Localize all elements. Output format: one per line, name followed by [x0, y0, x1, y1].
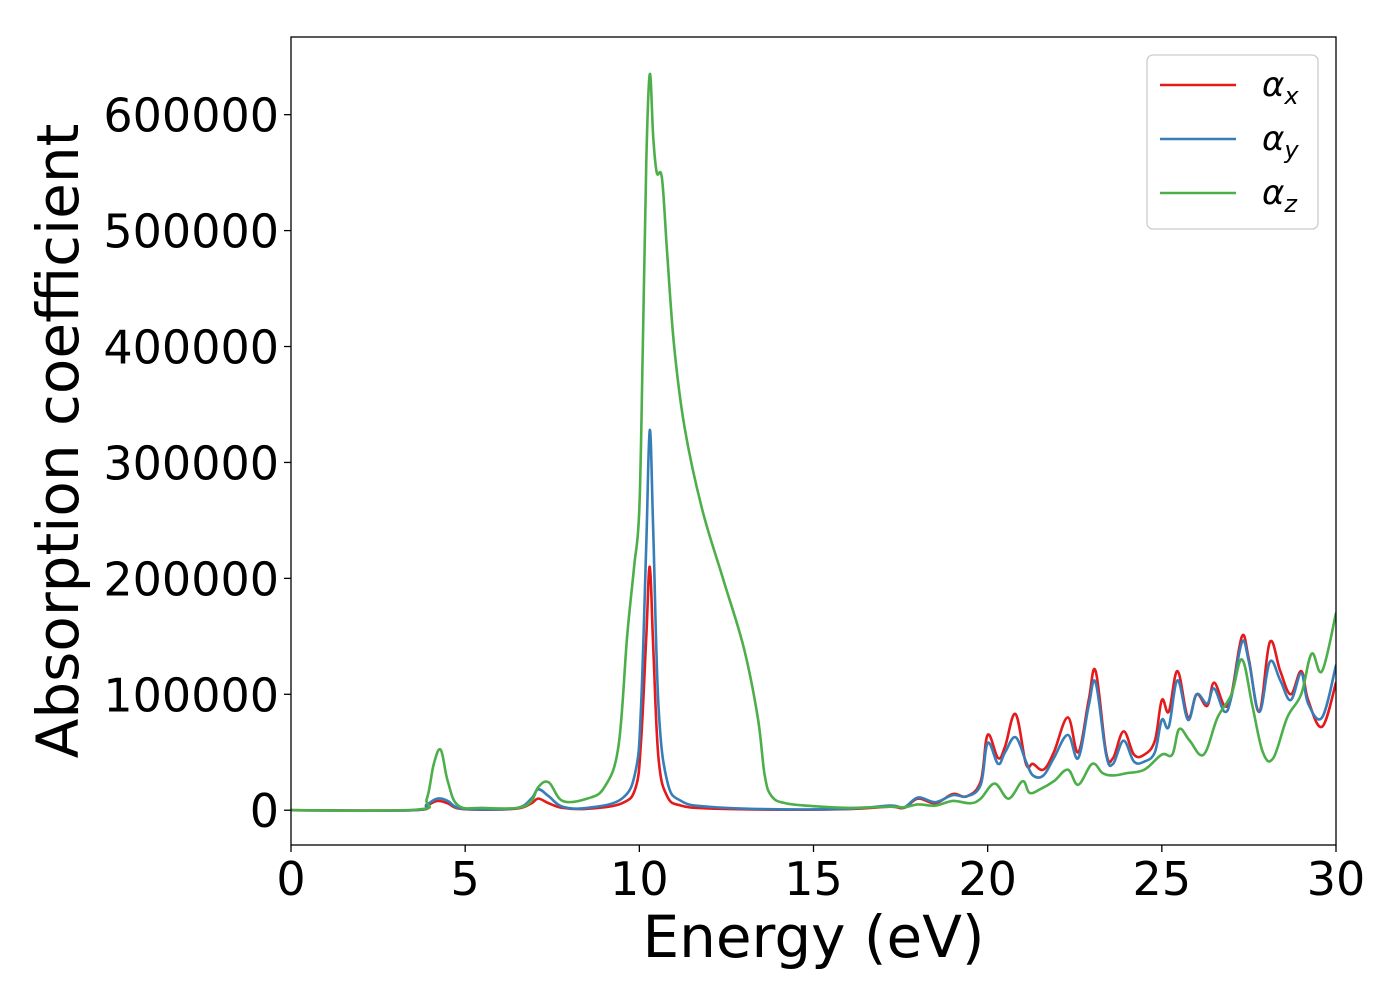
y-axis-label: Absorption coefficient — [24, 124, 92, 759]
x-tick-label: 10 — [610, 852, 669, 906]
legend-box — [1146, 54, 1319, 230]
legend-symbol: α — [1262, 119, 1284, 159]
legend-symbol: α — [1262, 65, 1284, 105]
legend-label-y: αy — [1262, 119, 1299, 164]
y-tick-label: 0 — [250, 784, 279, 838]
legend-subscript: y — [1283, 136, 1299, 164]
y-tick-label: 300000 — [103, 436, 279, 490]
series-line-x — [291, 565, 1336, 812]
x-tick-label: 25 — [1133, 852, 1192, 906]
legend-subscript: z — [1283, 190, 1298, 218]
x-axis-ticks: 0 5 10 15 20 25 30 — [276, 845, 1365, 906]
series-line-y — [291, 428, 1336, 812]
series-line-z — [291, 72, 1336, 813]
plot-lines — [291, 72, 1336, 813]
y-tick-label: 500000 — [103, 205, 279, 259]
x-tick-label: 5 — [451, 852, 480, 906]
x-tick-label: 30 — [1307, 852, 1366, 906]
y-tick-label: 200000 — [103, 552, 279, 606]
y-tick-label: 100000 — [103, 668, 279, 722]
x-tick-label: 15 — [784, 852, 843, 906]
y-tick-label: 400000 — [103, 321, 279, 375]
legend-label-x: αx — [1262, 65, 1299, 110]
legend-label-z: αz — [1262, 173, 1298, 218]
x-tick-label: 0 — [276, 852, 305, 906]
y-tick-label: 600000 — [103, 89, 279, 143]
x-axis-label: Energy (eV) — [642, 903, 984, 971]
legend-symbol: α — [1262, 173, 1284, 213]
legend-subscript: x — [1283, 82, 1299, 110]
x-tick-label: 20 — [958, 852, 1017, 906]
y-axis-ticks: 0 100000 200000 300000 400000 500000 600000 — [103, 89, 291, 838]
